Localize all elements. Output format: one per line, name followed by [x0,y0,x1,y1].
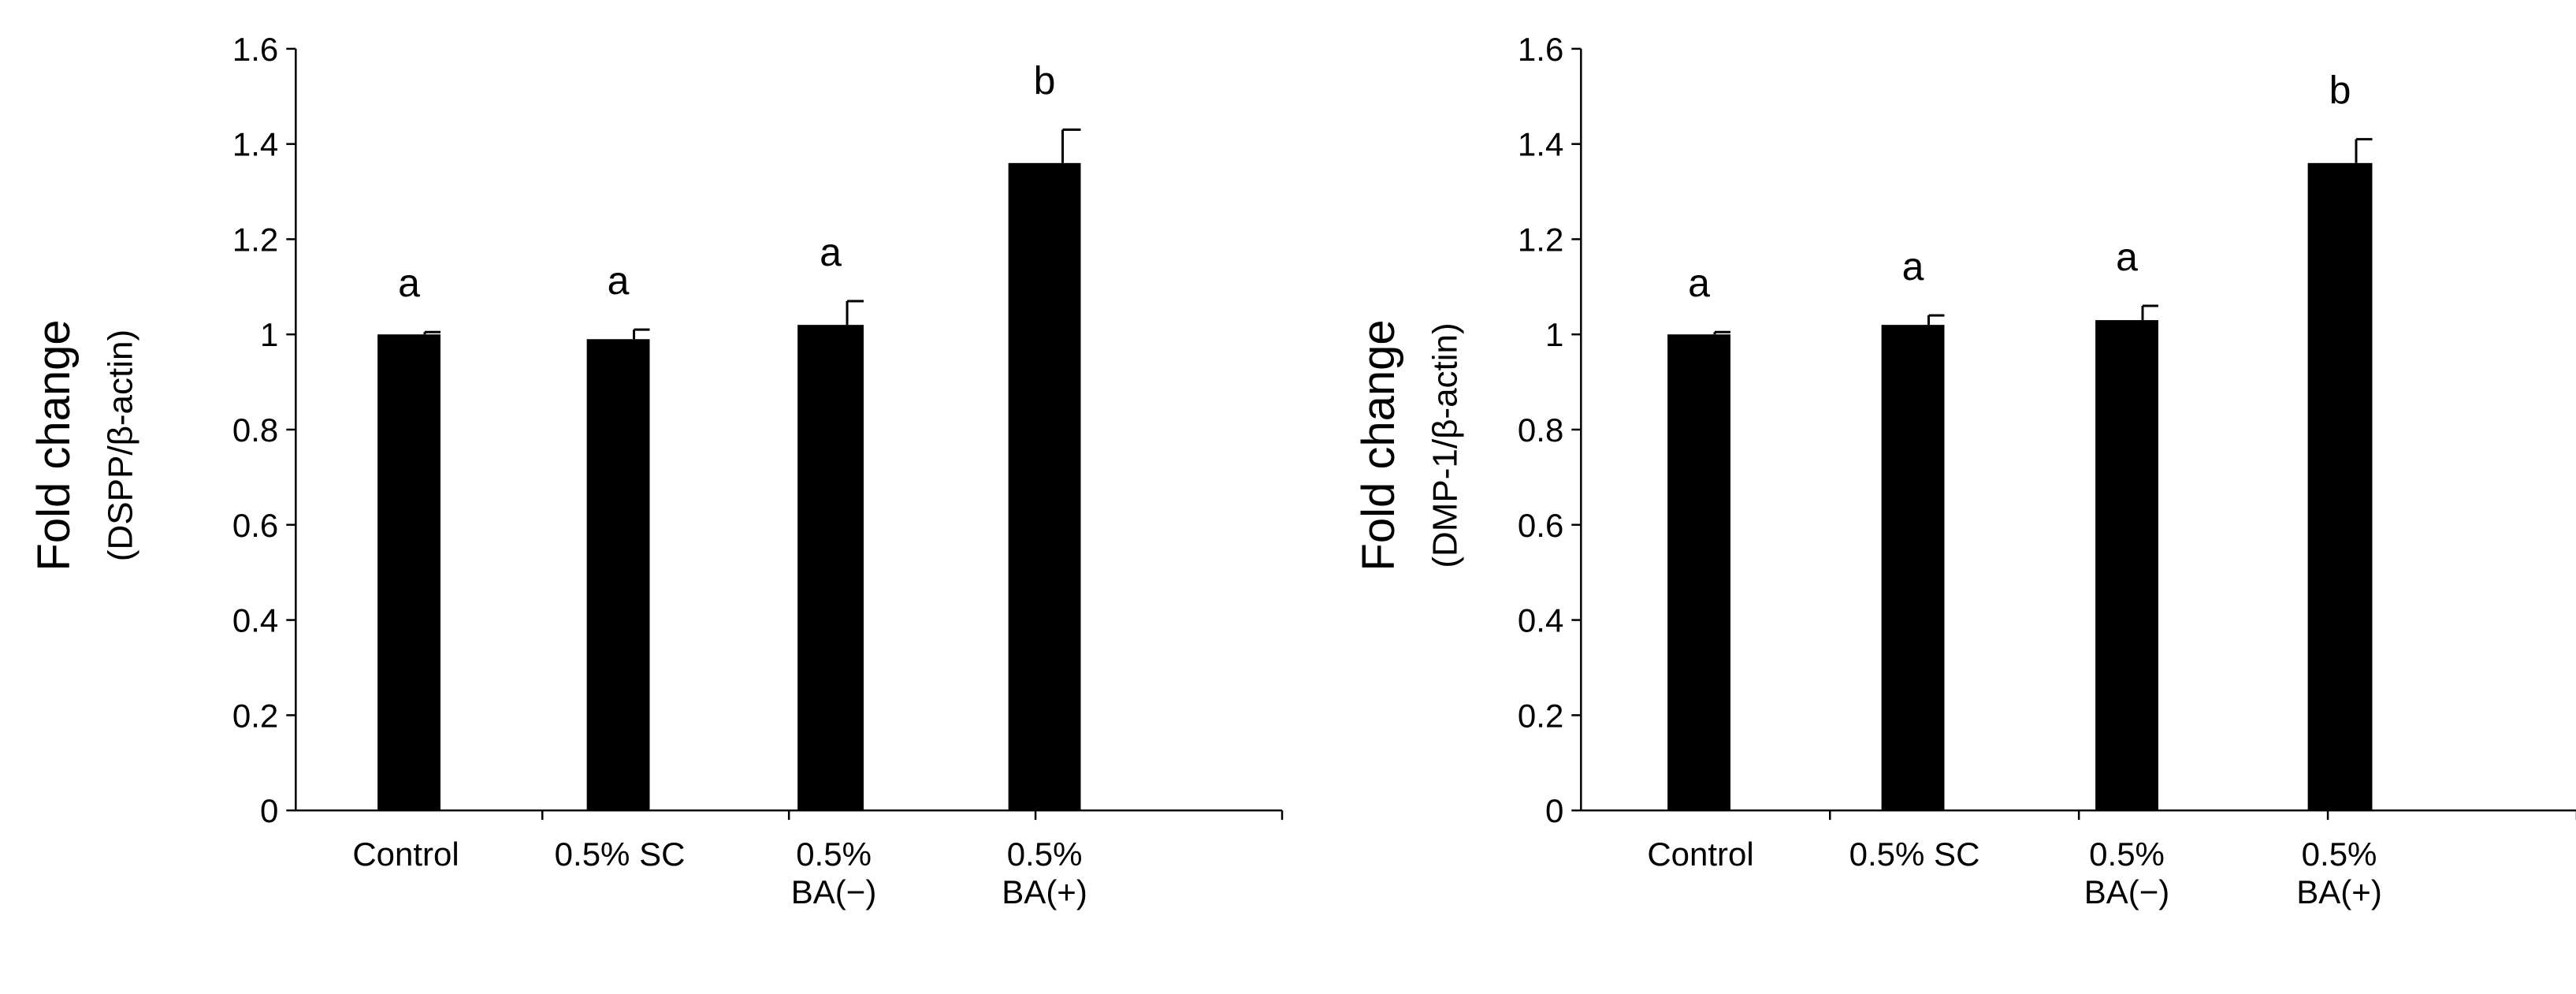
x-tick-label: BA(+) [1002,873,1087,910]
y-tick-label: 0.8 [232,411,278,449]
x-tick-label: 0.5% [2302,836,2377,873]
x-tick-label: Control [352,836,459,873]
y-tick-label: 1.2 [1518,221,1563,258]
y-axis-sublabel: (DSPP/β-actin) [102,329,140,561]
y-tick-label: 0.4 [232,602,278,639]
y-tick-label: 0.2 [1518,697,1563,734]
y-tick-label: 1.2 [232,221,278,258]
y-axis-label: Fold change [28,319,80,571]
bar [2095,320,2158,811]
y-tick-label: 1 [260,316,278,353]
x-tick-label: BA(−) [2084,873,2170,910]
significance-label: a [2116,235,2138,279]
significance-label: a [1688,261,1710,305]
bar [1008,162,1081,811]
y-tick-label: 0.6 [1518,507,1563,544]
significance-label: b [2329,69,2351,113]
x-tick-label: BA(−) [791,873,877,910]
significance-label: a [608,259,630,303]
bar [586,339,650,811]
x-tick-label: 0.5% SC [1849,836,1980,873]
significance-label: a [398,261,420,305]
y-tick-label: 0.4 [1518,602,1563,639]
significance-label: a [1902,244,1924,289]
y-tick-label: 0.6 [232,507,278,544]
y-tick-label: 0 [260,792,278,829]
x-tick-label: 0.5% [796,836,872,873]
chart-panel-dmp1: Fold change (DMP-1/β-actin) 0 0.2 0.4 0.6 0.… [1353,31,2576,910]
bar [1667,334,1730,811]
bar [797,325,864,811]
y-tick-label: 0.2 [232,697,278,734]
y-tick-label: 0 [1545,792,1563,829]
significance-label: a [820,230,842,274]
y-tick-label: 1 [1545,316,1563,353]
x-tick-label: 0.5% SC [555,836,686,873]
x-tick-label: 0.5% [1007,836,1083,873]
chart-panel-dspp: Fold change (DSPP/β-actin) 0 0.2 0.4 0.6 0.8… [28,31,1284,910]
bar [377,334,440,811]
y-axis-label: Fold change [1353,319,1404,571]
x-tick-label: Control [1647,836,1753,873]
x-tick-label: 0.5% [2089,836,2165,873]
bar [1881,325,1945,811]
y-tick-label: 0.8 [1518,411,1563,449]
x-tick-label: BA(+) [2296,873,2382,910]
significance-label: b [1034,59,1056,103]
y-axis-sublabel: (DMP-1/β-actin) [1426,322,1465,568]
y-tick-label: 1.4 [232,126,278,163]
y-tick-label: 1.4 [1518,126,1563,163]
y-tick-label: 1.6 [1518,31,1563,68]
y-tick-label: 1.6 [232,31,278,68]
bar [2307,162,2373,811]
